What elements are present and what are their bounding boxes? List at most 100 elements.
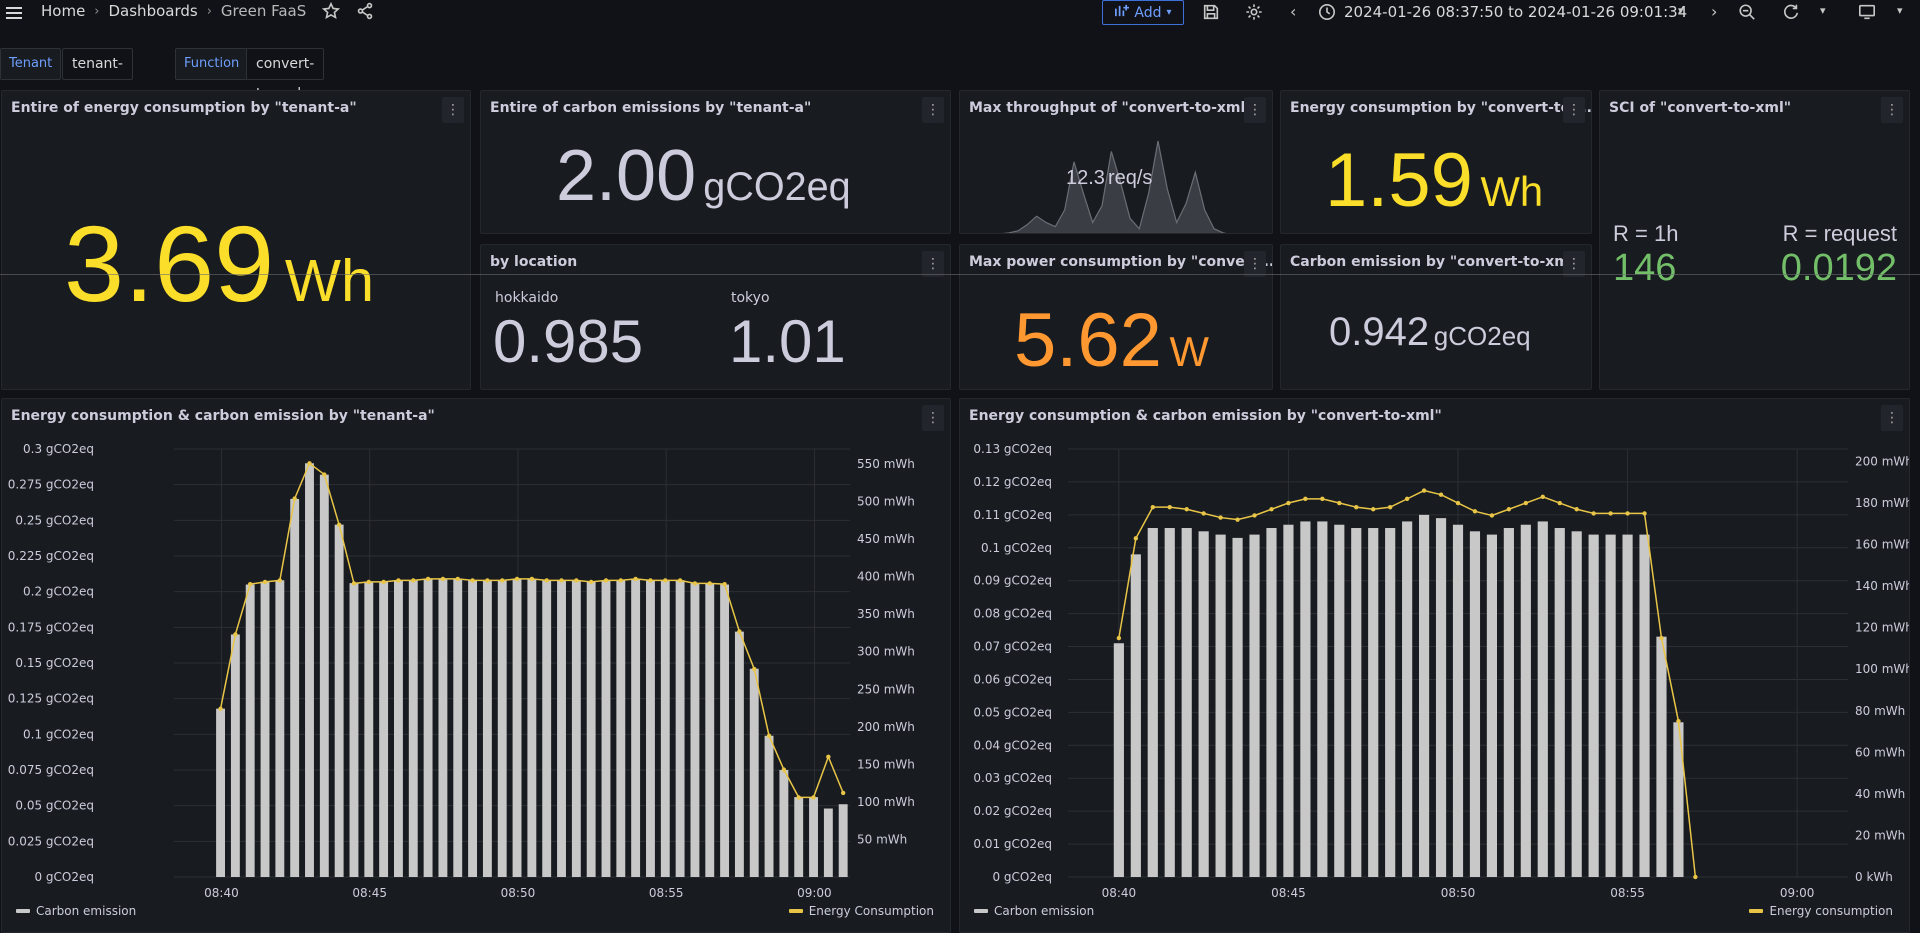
panel-menu-icon[interactable]: ⋮ [1881,405,1903,431]
stat-value: 12.3 req/s [1066,167,1152,190]
breadcrumb-dashboards[interactable]: Dashboards [108,2,198,20]
y-left-tick-label: 0.1 gCO2eq [23,727,94,741]
stat-number: 2.00 [556,136,697,216]
energy-point [707,581,712,586]
panel-menu-icon[interactable]: ⋮ [1244,97,1266,123]
y-right-tick-label: 350 mWh [857,607,915,621]
bar [1503,528,1514,877]
energy-point [722,581,727,587]
bar [1452,524,1464,877]
function-variable-select[interactable]: convert-to-xml ▾ [246,48,325,102]
panel-title: Max power consumption by "convert... [969,254,1273,270]
panel-tenant-timeseries: Energy consumption & carbon emission by … [1,398,951,933]
location-value: 1.01 [729,308,846,375]
time-back-icon[interactable]: ‹ [1290,2,1297,21]
panel-menu-icon[interactable]: ⋮ [1244,251,1266,277]
energy-point [1540,494,1545,499]
stat-number: 1.59 [1325,138,1473,223]
breadcrumb-home[interactable]: Home [41,2,86,20]
panel-title: Entire of carbon emissions by "tenant-a" [490,100,812,116]
panel-menu-icon[interactable]: ⋮ [1563,251,1585,277]
time-forward-icon[interactable]: › [1711,2,1718,21]
energy-point [603,578,609,583]
energy-point [1387,504,1393,510]
energy-point [262,579,268,585]
bar [749,668,759,877]
bar [482,580,492,877]
x-tick-label: 08:55 [649,886,684,900]
panel-title: Energy consumption & carbon emission by … [11,408,435,424]
share-icon[interactable] [356,2,374,20]
bar [423,578,433,877]
zoom-out-icon[interactable] [1738,3,1756,21]
legend-item-energy[interactable]: Energy consumption [1749,904,1893,918]
chevron-down-icon[interactable]: ▾ [1897,4,1903,17]
y-right-tick-label: 40 mWh [1855,787,1905,801]
energy-point [1133,536,1139,541]
energy-point [752,666,757,672]
chevron-down-icon[interactable]: ▾ [1820,4,1826,17]
panel-menu-icon[interactable]: ⋮ [922,405,944,431]
legend-item-carbon[interactable]: Carbon emission [16,904,136,918]
y-left-tick-label: 0.15 gCO2eq [15,656,94,670]
bar [1639,534,1650,877]
tenant-variable-select[interactable]: tenant-a ▾ [62,48,133,102]
energy-point [1659,635,1664,641]
energy-point [544,578,549,583]
panel-menu-icon[interactable]: ⋮ [1881,97,1903,123]
location-label: tokyo [731,290,770,306]
stat-unit: req/s [1107,167,1153,189]
refresh-icon[interactable] [1782,3,1800,21]
energy-point [1201,511,1206,516]
stat-value: 3.69 Wh [64,201,374,326]
panel-menu-icon[interactable]: ⋮ [922,251,944,277]
legend-item-energy[interactable]: Energy Consumption [788,904,934,918]
chevron-down-icon[interactable]: ▾ [1678,4,1684,17]
tv-mode-icon[interactable] [1858,3,1876,21]
y-left-tick-label: 0.12 gCO2eq [973,475,1052,489]
bar [1215,534,1226,877]
chevron-right-icon: › [94,3,100,19]
bar [720,584,730,877]
energy-point [470,578,475,583]
legend-item-carbon[interactable]: Carbon emission [974,904,1094,918]
energy-point [500,578,505,583]
bar [1673,722,1684,877]
gear-icon[interactable] [1245,3,1263,21]
bar [438,578,448,877]
bar [1571,531,1582,877]
energy-point [425,576,431,582]
bar [1385,528,1396,877]
panel-menu-icon[interactable]: ⋮ [922,97,944,123]
panel-menu-icon[interactable]: ⋮ [442,97,464,123]
tenant-timeseries-chart: 0 gCO2eq 0.025 gCO2eq 0.05 gCO2eq 0.075 gCO… [8,442,915,900]
x-tick-label: 08:50 [1441,886,1476,900]
panel-max-throughput: Max throughput of "convert-to-xml" ⋮ 12.… [959,90,1273,234]
add-button[interactable]: Add ▾ [1102,0,1184,25]
time-range-picker[interactable]: 2024-01-26 08:37:50 to 2024-01-26 09:01:… [1344,3,1688,21]
bar [512,578,522,877]
bar [809,797,818,877]
panel-menu-icon[interactable]: ⋮ [1563,97,1585,123]
y-right-tick-label: 200 mWh [1855,454,1910,468]
y-left-tick-label: 0.3 gCO2eq [23,442,94,456]
bar [349,583,359,877]
star-icon[interactable] [322,2,341,20]
energy-point [574,578,579,583]
menu-icon[interactable] [4,3,24,23]
energy-point [588,579,594,585]
energy-point [1371,507,1376,512]
chevron-down-icon: ▾ [1166,7,1172,18]
y-left-tick-label: 0.1 gCO2eq [981,541,1052,555]
save-icon[interactable] [1202,3,1220,21]
y-left-tick-label: 0.2 gCO2eq [23,585,94,599]
energy-point [485,578,490,583]
bar [1300,521,1311,877]
bar [260,581,270,877]
y-left-tick-label: 0.275 gCO2eq [8,478,94,492]
bar [1419,514,1430,877]
bar [527,578,537,877]
y-left-tick-label: 0.07 gCO2eq [973,640,1052,654]
bar [1656,636,1667,877]
energy-point [1574,507,1579,512]
